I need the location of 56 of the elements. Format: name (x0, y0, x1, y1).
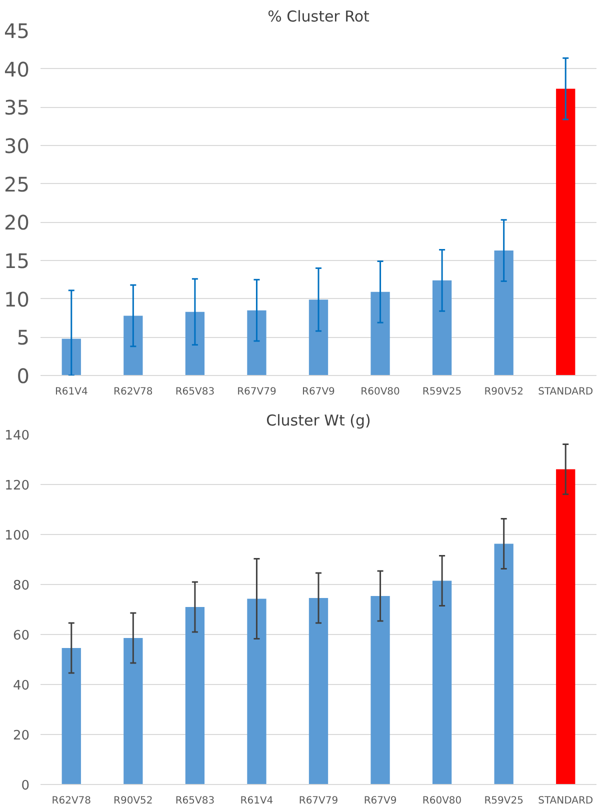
bar (432, 580, 452, 784)
y-tick-label: 100 (4, 528, 30, 544)
bar (124, 316, 143, 376)
x-tick-label: R60V80 (422, 796, 462, 806)
y-tick-label: 35 (4, 96, 30, 120)
y-tick-label: 10 (4, 287, 30, 312)
x-tick-label: R65V83 (175, 796, 215, 806)
y-tick-label: 80 (12, 578, 30, 594)
x-tick-label: R67V9 (302, 386, 335, 398)
y-tick-label: 60 (12, 628, 30, 644)
y-tick-label: 25 (4, 172, 30, 196)
bar (308, 300, 328, 376)
x-tick-label: R59V25 (422, 386, 462, 398)
y-tick-label: 45 (4, 19, 30, 43)
bar (308, 598, 328, 784)
bar (556, 88, 576, 376)
x-tick-label: R65V83 (175, 386, 215, 398)
bar (494, 250, 514, 376)
bar (370, 292, 390, 376)
x-tick-label: R62V78 (114, 386, 153, 398)
bar (494, 544, 514, 784)
y-tick-label: 140 (4, 428, 30, 444)
y-tick-label: 20 (12, 728, 30, 744)
bar (185, 607, 205, 784)
x-tick-label: R61V4 (54, 386, 88, 398)
y-tick-label: 40 (12, 678, 30, 694)
x-tick-label: R67V79 (237, 386, 276, 398)
x-tick-label: R59V25 (484, 796, 524, 806)
bar (556, 469, 576, 784)
x-tick-label: R61V4 (240, 796, 274, 806)
x-tick-label: R90V52 (114, 796, 153, 806)
y-tick-label: 120 (4, 478, 30, 494)
y-tick-label: 15 (4, 249, 30, 273)
x-tick-label: STANDARD (538, 386, 594, 398)
y-tick-label: 0 (16, 364, 30, 388)
x-tick-label: R67V9 (364, 796, 397, 806)
y-tick-label: 20 (4, 210, 30, 235)
x-tick-label: R60V80 (360, 386, 400, 398)
bar (247, 310, 266, 376)
y-tick-label: 40 (4, 57, 30, 82)
bar (370, 596, 390, 784)
y-tick-label: 5 (16, 326, 30, 350)
x-tick-label: R90V52 (484, 386, 524, 398)
bar (432, 280, 452, 376)
bar (247, 598, 266, 784)
x-tick-label: STANDARD (538, 796, 594, 806)
bar (124, 638, 143, 784)
y-tick-label: 0 (21, 778, 30, 794)
x-tick-label: R62V78 (52, 796, 92, 806)
chart-title: Cluster Wt (g) (266, 412, 371, 430)
y-tick-label: 30 (4, 134, 30, 158)
bar (62, 338, 81, 376)
bar (185, 312, 205, 376)
x-tick-label: R67V79 (298, 796, 338, 806)
chart-title: % Cluster Rot (268, 8, 370, 26)
bar (62, 648, 81, 784)
